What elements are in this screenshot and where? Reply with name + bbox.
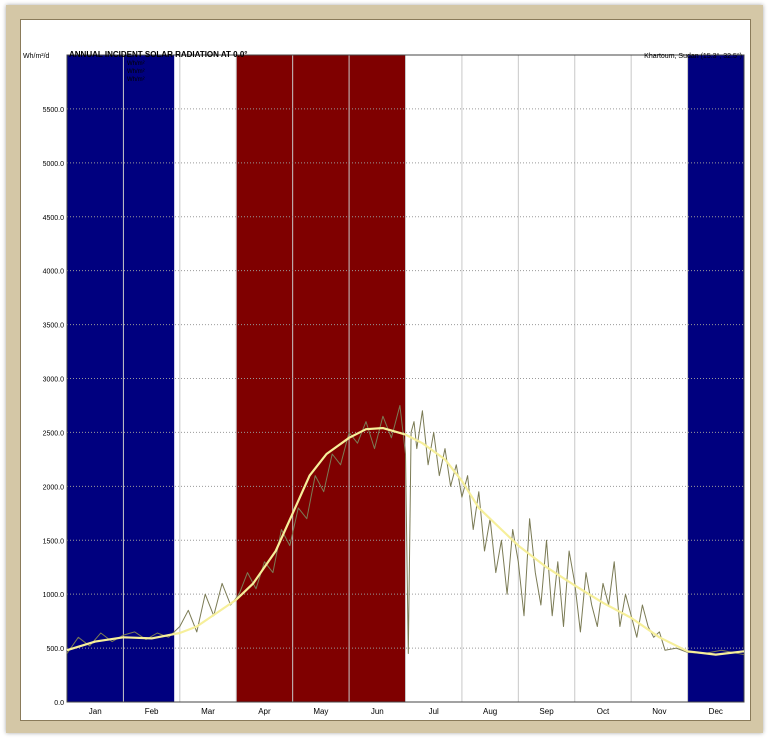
y-tick-label: 4000.0 [43,269,65,276]
x-tick-label: Aug [483,707,497,716]
x-tick-label: May [313,707,328,716]
y-tick-label: 1000.0 [43,592,65,599]
chart-title: ANNUAL INCIDENT SOLAR RADIATION AT 0.0° [69,50,247,59]
x-tick-label: Jan [89,707,102,716]
y-tick-label: 2000.0 [43,484,65,491]
y-tick-label: 500.0 [46,646,64,653]
plot-border [66,54,745,703]
y-tick-label: 0.0 [54,700,64,707]
x-tick-label: Jul [429,707,439,716]
chart-panel: 0.0 500.0 1000.0 1500.0 2000.0 2500.0 3000.0 35… [20,19,751,721]
x-tick-label: Oct [597,707,610,716]
x-tick-label: Nov [652,707,666,716]
x-tick-label: Apr [258,707,271,716]
legend-entry: Wh/m² [127,77,145,83]
legend-entry: Wh/m² [127,69,145,75]
picture-frame: 0.0 500.0 1000.0 1500.0 2000.0 2500.0 3000.0 35… [6,5,763,733]
y-tick-label: 3500.0 [43,323,65,330]
y-tick-label: 4500.0 [43,215,65,222]
y-tick-label: 3000.0 [43,377,65,384]
x-tick-label: Mar [201,707,215,716]
y-tick-label: 5000.0 [43,161,65,168]
location-label: Khartoum, Sudan (15.3°, 32.5°) [644,52,742,60]
y-tick-label: 5500.0 [43,107,65,114]
x-tick-label: Feb [145,707,159,716]
average-radiation-line [66,427,745,656]
x-tick-label: Jun [371,707,384,716]
y-tick-label: 2500.0 [43,430,65,437]
season-band [67,55,175,702]
season-band [236,55,406,702]
y-tick-label: 1500.0 [43,538,65,545]
legend-entry: Wh/m² [127,61,145,67]
x-tick-label: Dec [709,707,723,716]
solar-radiation-chart: 0.0 500.0 1000.0 1500.0 2000.0 2500.0 3000.0 35… [23,50,745,716]
y-axis-label: Wh/m²/d [23,53,50,60]
x-tick-label: Sep [539,707,554,716]
